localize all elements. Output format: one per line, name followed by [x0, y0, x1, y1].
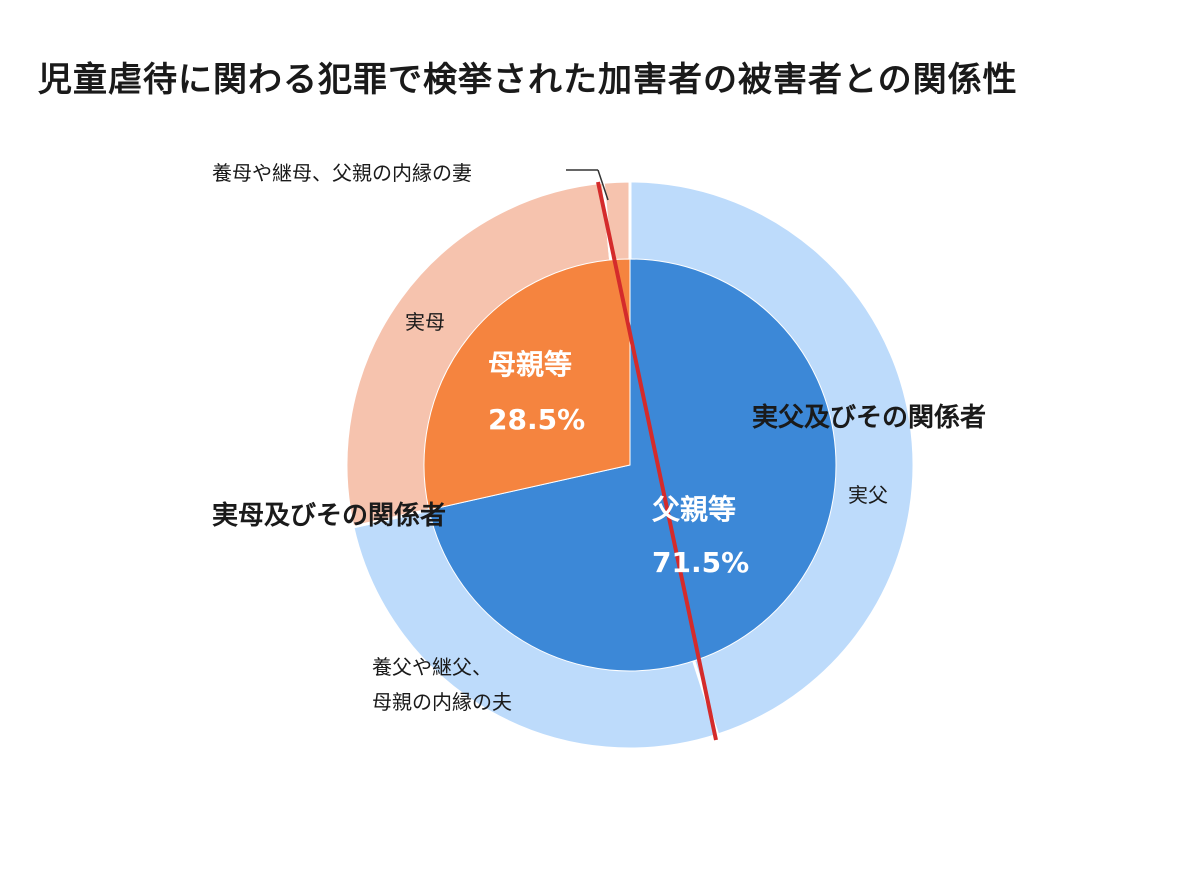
group-divider-line: [596, 181, 718, 741]
label-biological-mother: 実母: [405, 310, 445, 334]
inner-slice-0: [428, 258, 837, 672]
inner-label-mother-name: 母親等: [488, 348, 573, 381]
label-step-mother: 養母や継母、父親の内縁の妻: [212, 161, 472, 185]
inner-label-father-name: 父親等: [652, 493, 737, 526]
label-biological-father: 実父: [848, 483, 888, 507]
group-label-father-side: 実父及びその関係者: [752, 403, 987, 433]
inner-pie: [423, 258, 837, 672]
inner-label-father-value: 71.5%: [652, 546, 750, 579]
label-step-father-line1: 養父や継父、: [372, 655, 492, 679]
step-mother-leader-line-diagonal: [597, 169, 609, 201]
chart-title: 児童虐待に関わる犯罪で検挙された加害者の被害者との関係性: [38, 60, 1018, 100]
group-label-mother-side: 実母及びその関係者: [212, 501, 447, 531]
label-step-father-line2: 母親の内縁の夫: [372, 690, 512, 714]
inner-label-mother-value: 28.5%: [488, 403, 586, 436]
inner-slice-1: [423, 258, 631, 511]
